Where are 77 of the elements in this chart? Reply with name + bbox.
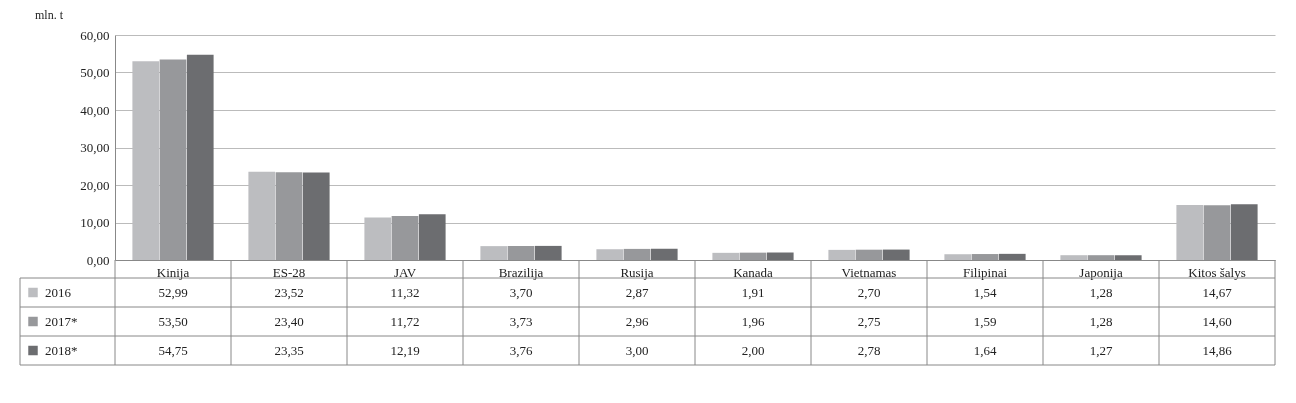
y-tick-label: 60,00: [80, 27, 110, 43]
y-axis-title: mln. t: [35, 8, 64, 22]
data-label: 52,99: [158, 284, 188, 300]
data-label: 11,32: [390, 284, 420, 300]
data-label: 3,00: [625, 342, 649, 358]
bar: [882, 249, 910, 260]
bar: [534, 245, 562, 260]
legend-label: 2018*: [45, 342, 78, 358]
data-label: 3,70: [509, 284, 533, 300]
legend-label: 2017*: [45, 313, 78, 329]
data-label: 23,52: [274, 284, 304, 300]
x-tick-label: Brazilija: [498, 264, 544, 280]
data-label: 53,50: [158, 313, 188, 329]
x-tick-label: Kitos šalys: [1188, 264, 1246, 280]
y-tick-label: 30,00: [80, 140, 110, 155]
data-label: 1,59: [973, 313, 997, 329]
data-label: 2,78: [857, 342, 881, 358]
data-label: 2,87: [625, 284, 649, 300]
y-tick-label: 40,00: [80, 102, 110, 118]
bar: [1203, 205, 1231, 260]
data-label: 2,75: [857, 313, 881, 329]
data-label: 1,96: [741, 313, 765, 329]
data-label: 23,35: [274, 342, 304, 358]
y-tick-label: 10,00: [80, 215, 110, 230]
data-label: 14,67: [1202, 284, 1233, 300]
y-tick-label: 20,00: [80, 177, 110, 193]
data-label: 1,28: [1089, 313, 1113, 329]
bar: [1087, 255, 1115, 260]
data-label: 14,86: [1202, 342, 1233, 358]
bar: [391, 216, 419, 260]
y-tick-label: 50,00: [80, 65, 110, 80]
bar: [480, 246, 508, 260]
bar: [855, 249, 883, 260]
data-label: 1,64: [973, 342, 997, 358]
data-label: 3,73: [509, 313, 533, 329]
bar: [596, 249, 624, 260]
data-label: 1,28: [1089, 284, 1113, 300]
data-label: 1,27: [1089, 342, 1113, 358]
bar: [418, 214, 446, 260]
data-label: 54,75: [158, 342, 188, 358]
x-tick-label: Kinija: [156, 264, 190, 280]
x-tick-label: JAV: [393, 264, 417, 280]
data-label: 1,54: [973, 284, 997, 300]
x-tick-label: Vietnamas: [841, 264, 897, 280]
bar: [1230, 204, 1258, 260]
bar: [650, 248, 678, 260]
bar: [998, 253, 1026, 260]
bar: [766, 252, 794, 260]
x-tick-label: Japonija: [1079, 264, 1123, 280]
y-tick-label: 0,00: [86, 252, 110, 268]
bar: [1060, 255, 1088, 260]
bar: [1114, 255, 1142, 260]
bar: [623, 248, 651, 260]
bar: [275, 172, 303, 260]
data-label: 2,70: [857, 284, 881, 300]
bar: [828, 249, 856, 260]
bar: [712, 252, 740, 260]
data-label: 14,60: [1202, 313, 1232, 329]
bar: [971, 254, 999, 260]
bar: [739, 252, 767, 260]
bar: [944, 254, 972, 260]
bar: [507, 246, 535, 260]
bar: [186, 54, 214, 260]
data-label: 12,19: [390, 342, 420, 358]
bar: [159, 59, 187, 260]
data-label: 23,40: [274, 313, 304, 329]
x-tick-label: Rusija: [620, 264, 654, 280]
data-label: 2,96: [625, 313, 649, 329]
x-tick-label: Kanada: [733, 264, 774, 280]
x-tick-label: Filipinai: [962, 264, 1008, 280]
x-tick-label: ES-28: [272, 264, 306, 280]
data-label: 11,72: [390, 313, 420, 329]
legend-label: 2016: [45, 284, 72, 300]
bar: [302, 172, 330, 260]
data-label: 3,76: [509, 342, 533, 358]
data-label: 2,00: [741, 342, 765, 358]
data-label: 1,91: [741, 284, 765, 300]
